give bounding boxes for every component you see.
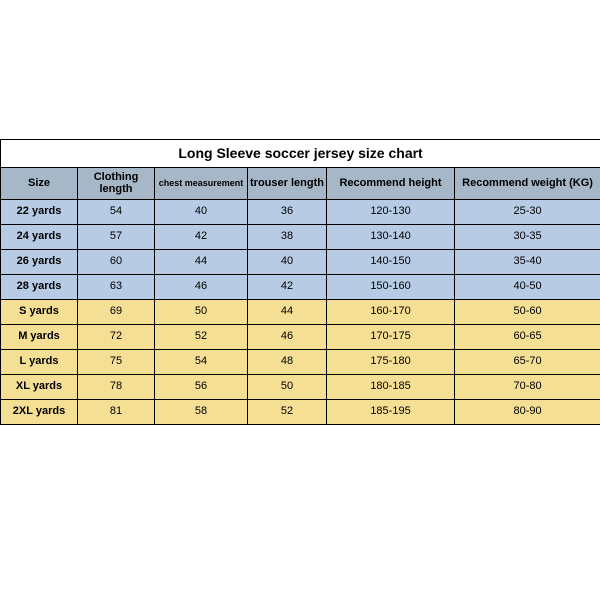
value-cell: 72 <box>78 325 155 350</box>
value-cell: 140-150 <box>327 250 455 275</box>
value-cell: 46 <box>248 325 327 350</box>
value-cell: 52 <box>248 400 327 425</box>
value-cell: 160-170 <box>327 300 455 325</box>
table-row: 28 yards634642150-16040-50 <box>1 275 600 300</box>
value-cell: 60-65 <box>455 325 600 350</box>
table-row: 22 yards544036120-13025-30 <box>1 200 600 225</box>
column-header: Recommend height <box>327 168 455 200</box>
value-cell: 75 <box>78 350 155 375</box>
value-cell: 44 <box>155 250 248 275</box>
title-row: Long Sleeve soccer jersey size chart <box>1 140 600 168</box>
column-header: chest measurement <box>155 168 248 200</box>
value-cell: 54 <box>78 200 155 225</box>
value-cell: 52 <box>155 325 248 350</box>
size-cell: M yards <box>1 325 78 350</box>
table-row: 2XL yards815852185-19580-90 <box>1 400 600 425</box>
table-row: L yards755448175-18065-70 <box>1 350 600 375</box>
value-cell: 70-80 <box>455 375 600 400</box>
value-cell: 46 <box>155 275 248 300</box>
value-cell: 180-185 <box>327 375 455 400</box>
size-chart-container: Long Sleeve soccer jersey size chart Siz… <box>0 139 600 425</box>
size-cell: S yards <box>1 300 78 325</box>
header-row: SizeClothing lengthchest measurementtrou… <box>1 168 600 200</box>
value-cell: 36 <box>248 200 327 225</box>
value-cell: 50-60 <box>455 300 600 325</box>
value-cell: 48 <box>248 350 327 375</box>
value-cell: 56 <box>155 375 248 400</box>
value-cell: 120-130 <box>327 200 455 225</box>
table-row: S yards695044160-17050-60 <box>1 300 600 325</box>
value-cell: 35-40 <box>455 250 600 275</box>
value-cell: 40 <box>248 250 327 275</box>
size-cell: L yards <box>1 350 78 375</box>
value-cell: 50 <box>248 375 327 400</box>
value-cell: 42 <box>248 275 327 300</box>
value-cell: 40-50 <box>455 275 600 300</box>
value-cell: 65-70 <box>455 350 600 375</box>
value-cell: 38 <box>248 225 327 250</box>
chart-title: Long Sleeve soccer jersey size chart <box>1 140 600 168</box>
size-cell: 26 yards <box>1 250 78 275</box>
value-cell: 175-180 <box>327 350 455 375</box>
size-cell: 28 yards <box>1 275 78 300</box>
table-row: XL yards785650180-18570-80 <box>1 375 600 400</box>
value-cell: 81 <box>78 400 155 425</box>
value-cell: 69 <box>78 300 155 325</box>
value-cell: 185-195 <box>327 400 455 425</box>
value-cell: 63 <box>78 275 155 300</box>
value-cell: 80-90 <box>455 400 600 425</box>
column-header: Clothing length <box>78 168 155 200</box>
column-header: trouser length <box>248 168 327 200</box>
size-cell: 22 yards <box>1 200 78 225</box>
size-cell: 2XL yards <box>1 400 78 425</box>
column-header: Size <box>1 168 78 200</box>
value-cell: 150-160 <box>327 275 455 300</box>
value-cell: 170-175 <box>327 325 455 350</box>
value-cell: 60 <box>78 250 155 275</box>
value-cell: 44 <box>248 300 327 325</box>
size-cell: XL yards <box>1 375 78 400</box>
size-cell: 24 yards <box>1 225 78 250</box>
value-cell: 25-30 <box>455 200 600 225</box>
value-cell: 42 <box>155 225 248 250</box>
table-body: 22 yards544036120-13025-3024 yards574238… <box>1 200 600 425</box>
value-cell: 54 <box>155 350 248 375</box>
value-cell: 78 <box>78 375 155 400</box>
table-row: 24 yards574238130-14030-35 <box>1 225 600 250</box>
value-cell: 58 <box>155 400 248 425</box>
value-cell: 130-140 <box>327 225 455 250</box>
table-row: M yards725246170-17560-65 <box>1 325 600 350</box>
table-row: 26 yards604440140-15035-40 <box>1 250 600 275</box>
value-cell: 50 <box>155 300 248 325</box>
value-cell: 40 <box>155 200 248 225</box>
column-header: Recommend weight (KG) <box>455 168 600 200</box>
value-cell: 57 <box>78 225 155 250</box>
value-cell: 30-35 <box>455 225 600 250</box>
size-chart-table: Long Sleeve soccer jersey size chart Siz… <box>0 139 600 425</box>
